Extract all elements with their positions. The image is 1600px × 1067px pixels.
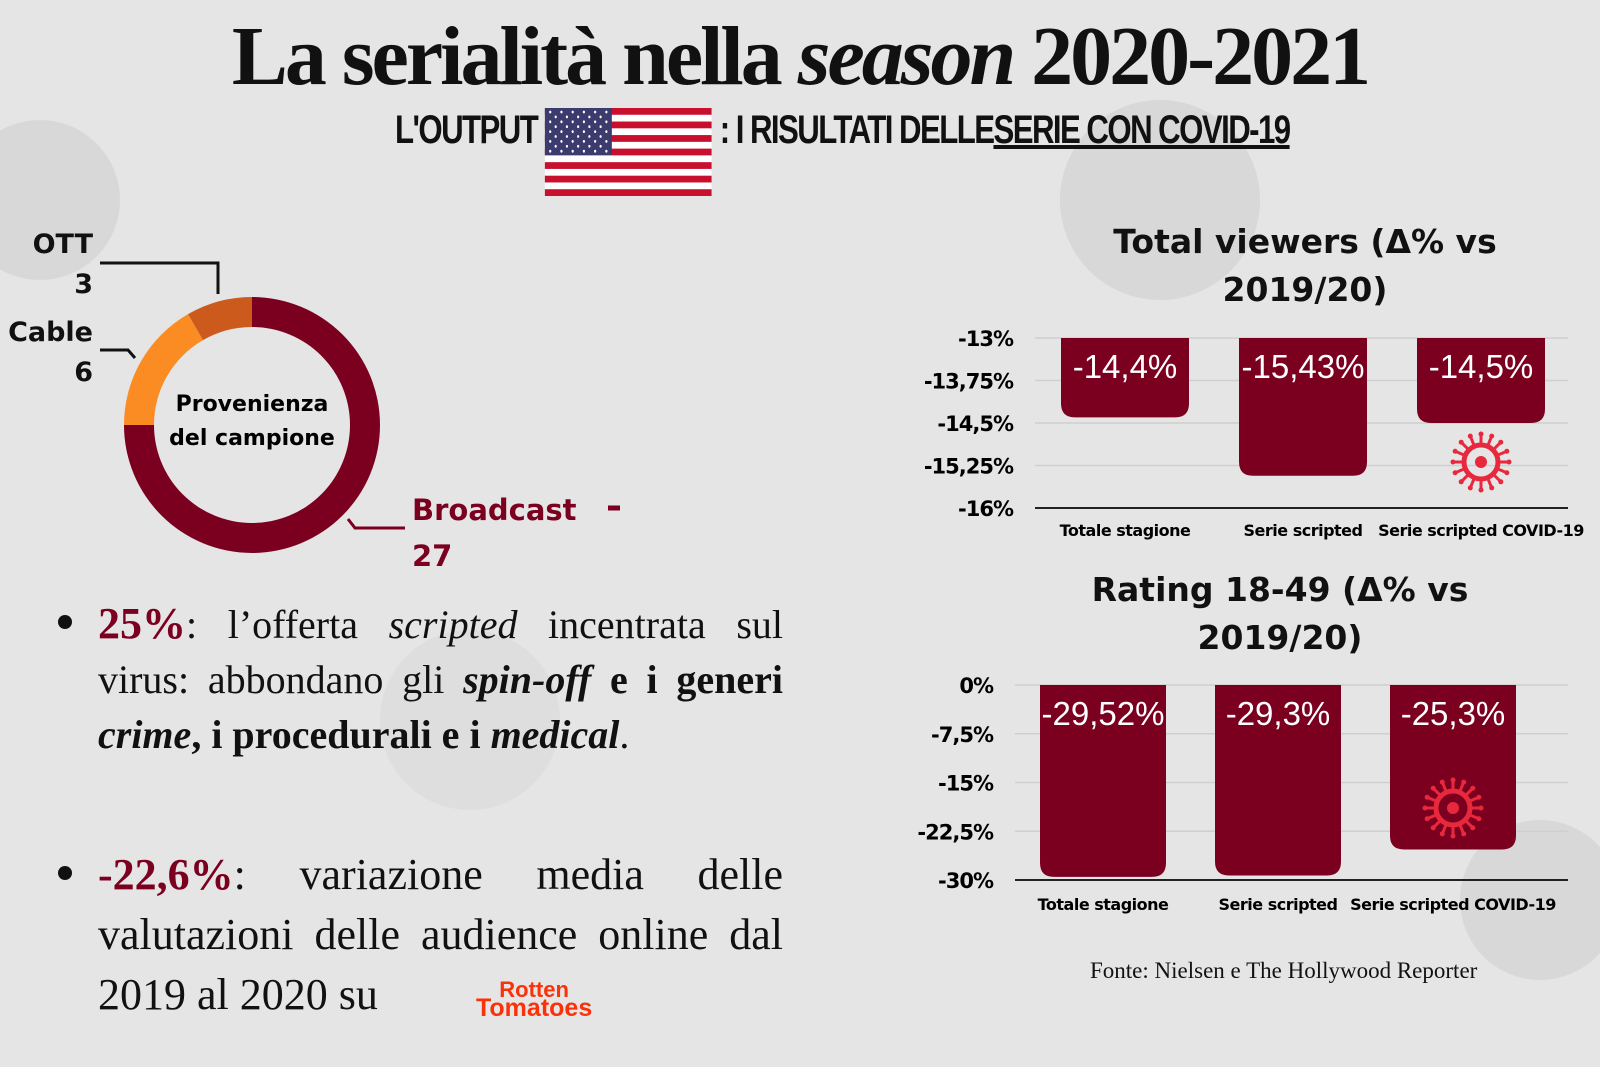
category-label: Serie scripted COVID-19 <box>1378 521 1584 540</box>
broadcast-label: Broadcast 27 <box>412 493 577 573</box>
donut-segment-cable <box>124 314 203 425</box>
subtitle-underlined: SERIE CON COVID-19 <box>993 108 1291 152</box>
y-tick-label: -16% <box>958 497 1014 521</box>
chart-title-viewers: Total viewers (Δ% vs 2019/20) <box>1113 222 1497 309</box>
covid-virus-icon <box>1450 431 1512 493</box>
donut-center-label: del campione <box>169 426 335 451</box>
cable-leader-line <box>100 348 137 359</box>
rotten-tomatoes-logo: Rotten Tomatoes <box>476 977 593 1022</box>
donut-chart: Provenienza del campione <box>100 261 620 553</box>
bar <box>1040 685 1166 877</box>
y-tick-label: -14,5% <box>937 412 1014 436</box>
subtitle-middle: : I RISULTATI DELLE <box>719 108 995 152</box>
donut-center-label: Provenienza <box>176 392 329 417</box>
bullet-text-1: 25%: l’offerta scripted incentrata sul v… <box>98 599 784 757</box>
cable-label: Cable 6 <box>8 317 93 388</box>
bar <box>1390 685 1516 850</box>
category-label: Totale stagione <box>1060 521 1191 540</box>
y-tick-label: -22,5% <box>917 820 994 844</box>
virus-background-icon <box>1060 100 1260 300</box>
category-label: Totale stagione <box>1038 895 1169 914</box>
bar <box>1417 338 1545 423</box>
bullet-icon <box>58 615 72 629</box>
y-tick-label: -7,5% <box>931 723 994 747</box>
y-tick-label: 0% <box>959 674 994 698</box>
category-label: Serie scripted COVID-19 <box>1350 895 1556 914</box>
broadcast-leader-line <box>346 518 405 530</box>
bullet-icon <box>58 866 72 880</box>
ott-label: OTT 3 <box>32 229 93 300</box>
bar <box>1215 685 1341 876</box>
page-title: La serialità nella season 2020-2021 <box>231 10 1371 103</box>
subtitle: L'OUTPUT : I RISULTATI DELLE SERIE CON C… <box>395 108 1291 200</box>
y-tick-label: -13,75% <box>924 370 1014 394</box>
source-note: Fonte: Nielsen e The Hollywood Reporter <box>1090 958 1478 983</box>
data-label: -29,52% <box>1042 695 1165 732</box>
y-tick-label: -13% <box>958 327 1014 351</box>
bar <box>1239 338 1367 476</box>
y-tick-label: -15% <box>938 772 994 796</box>
donut-segment-ott <box>188 297 252 341</box>
y-tick-label: -30% <box>938 869 994 893</box>
y-tick-label: -15,25% <box>924 455 1014 479</box>
subtitle-prefix: L'OUTPUT <box>395 108 539 152</box>
data-label: -15,43% <box>1242 348 1365 385</box>
data-label: -14,4% <box>1073 348 1178 385</box>
data-label: -29,3% <box>1226 695 1331 732</box>
category-label: Serie scripted <box>1244 521 1363 540</box>
chart-title-rating: Rating 18-49 (Δ% vs 2019/20) <box>1091 570 1469 657</box>
virus-background-icon <box>380 630 560 810</box>
ott-leader-line <box>100 261 220 294</box>
bullet-text-2: -22,6%: variazione media delle valutazio… <box>98 850 783 1019</box>
category-label: Serie scripted <box>1219 895 1338 914</box>
bar <box>1061 338 1189 418</box>
data-label: -25,3% <box>1401 695 1506 732</box>
covid-virus-icon <box>1422 777 1484 839</box>
us-flag-icon <box>545 108 712 196</box>
data-label: -14,5% <box>1429 348 1534 385</box>
